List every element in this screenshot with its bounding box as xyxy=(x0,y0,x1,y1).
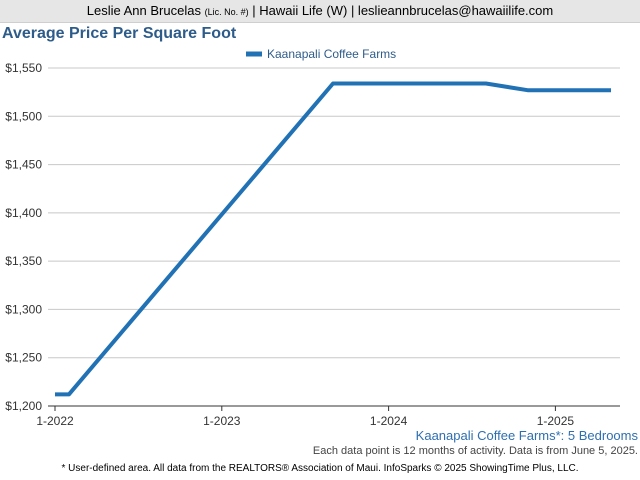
y-tick-label: $1,450 xyxy=(5,158,42,172)
y-tick-label: $1,300 xyxy=(5,302,42,316)
data-note: Each data point is 12 months of activity… xyxy=(312,445,638,457)
series-line xyxy=(55,81,611,397)
license-number: (Lic. No. #) xyxy=(204,7,249,17)
y-tick-label: $1,500 xyxy=(5,109,42,123)
x-tick-label: 1-2022 xyxy=(36,414,74,428)
agent-name: Leslie Ann Brucelas xyxy=(86,3,201,18)
chart-subtitle: Kaanapali Coffee Farms*: 5 Bedrooms xyxy=(415,428,638,443)
agent-header: Leslie Ann Brucelas (Lic. No. #) | Hawai… xyxy=(0,0,640,23)
chart-title: Average Price Per Square Foot xyxy=(2,25,237,42)
x-tick-label: 1-2024 xyxy=(370,414,408,428)
footer-disclaimer: * User-defined area. All data from the R… xyxy=(61,463,579,474)
agent-contact: | Hawaii Life (W) | leslieannbrucelas@ha… xyxy=(252,3,554,18)
y-tick-label: $1,200 xyxy=(5,399,42,413)
y-tick-label: $1,550 xyxy=(5,61,42,75)
x-tick-label: 1-2023 xyxy=(203,414,241,428)
legend-label: Kaanapali Coffee Farms xyxy=(267,47,396,61)
y-tick-label: $1,400 xyxy=(5,206,42,220)
y-tick-label: $1,250 xyxy=(5,351,42,365)
x-tick-label: 1-2025 xyxy=(537,414,575,428)
y-tick-label: $1,350 xyxy=(5,254,42,268)
